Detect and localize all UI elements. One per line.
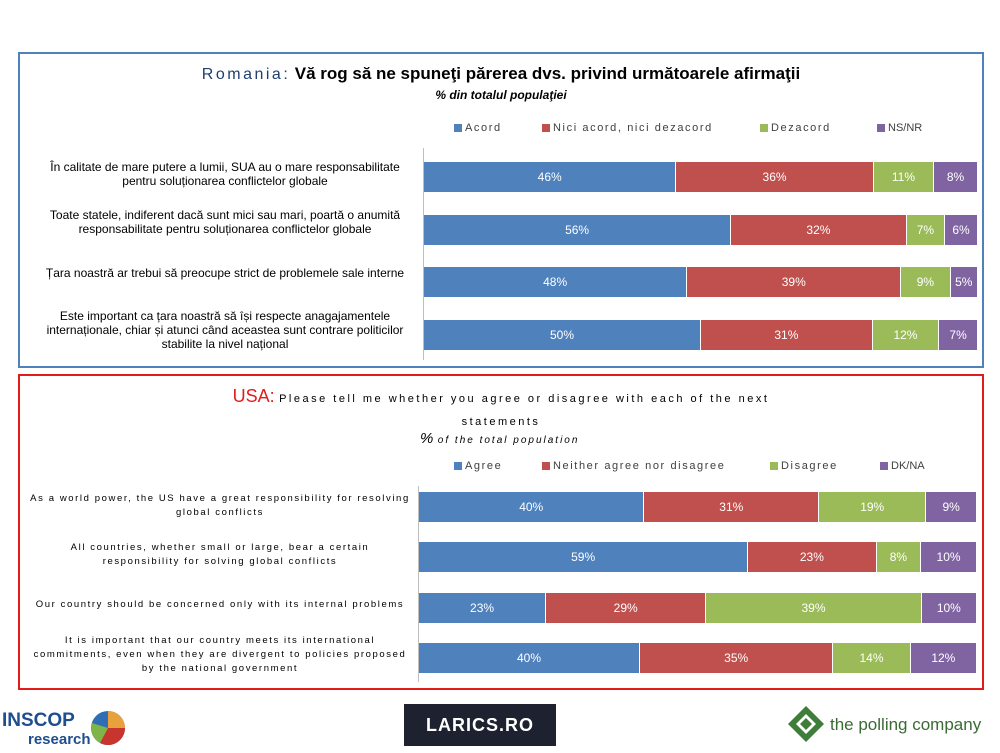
bar-segment-neutral: 31%: [644, 492, 820, 522]
bar-segment-disagree: 7%: [906, 215, 946, 245]
bar-segment-disagree: 11%: [873, 162, 935, 192]
legend-swatch: [770, 462, 778, 470]
stacked-bar-1: 59% 23% 8% 10%: [419, 542, 977, 572]
larics-logo: LARICS.RO: [404, 704, 556, 746]
legend-swatch: [760, 124, 768, 132]
footer-logos: INSCOP research LARICS.RO the polling co…: [0, 700, 1000, 750]
bar-segment-agree: 48%: [424, 267, 688, 297]
inscop-logo: INSCOP research: [0, 702, 130, 748]
stacked-bar-0: 46% 36% 11% 8%: [424, 162, 978, 192]
bar-segment-agree: 40%: [419, 643, 640, 673]
legend-item-0: Acord: [454, 122, 542, 134]
stacked-bar-3: 40% 35% 14% 12%: [419, 643, 977, 673]
romania-chart-title: Romania: Vă rog să ne spuneţi părerea dv…: [20, 64, 982, 84]
bar-segment-agree: 50%: [424, 320, 701, 350]
polling-logo-text: the polling company: [830, 715, 982, 734]
legend-label: Neither agree nor disagree: [553, 460, 726, 472]
category-label-0: As a world power, the US have a great re…: [30, 493, 410, 518]
legend-label: Disagree: [781, 460, 838, 472]
usa-chart-title: USA: Please tell me whether you agree or…: [20, 386, 982, 407]
legend-label: DK/NA: [891, 460, 925, 472]
stacked-bar-0: 40% 31% 19% 9%: [419, 492, 977, 522]
bar-segment-disagree: 39%: [706, 593, 922, 623]
bar-segment-dk: 7%: [939, 320, 978, 350]
bar-segment-disagree: 19%: [819, 492, 927, 522]
bar-segment-dk: 10%: [921, 542, 977, 572]
legend-label: Acord: [465, 122, 502, 134]
usa-legend: Agree Neither agree nor disagree Disagree D…: [454, 460, 950, 472]
inscop-logo-name: INSCOP: [2, 710, 75, 731]
category-label-1: Toate statele, indiferent dacă sunt mici…: [49, 208, 401, 236]
stacked-bar-3: 50% 31% 12% 7%: [424, 320, 978, 350]
polling-company-logo: the polling company: [786, 702, 996, 748]
bar-segment-neutral: 32%: [731, 215, 907, 245]
romania-legend: Acord Nici acord, nici dezacord Dezacord NS…: [454, 122, 947, 134]
legend-item-2: Disagree: [770, 460, 880, 472]
category-label-0: În calitate de mare putere a lumii, SUA …: [50, 160, 400, 188]
stacked-bar-2: 23% 29% 39% 10%: [419, 593, 977, 623]
bar-segment-agree: 40%: [419, 492, 645, 522]
legend-item-3: NS/NR: [877, 122, 947, 134]
legend-swatch: [454, 124, 462, 132]
bar-segment-disagree: 12%: [872, 320, 940, 350]
legend-item-2: Dezacord: [760, 122, 877, 134]
bar-segment-dk: 12%: [910, 643, 977, 673]
romania-y-axis: [423, 148, 424, 360]
bar-segment-dk: 8%: [934, 162, 978, 192]
usa-question-line2: statements: [461, 416, 541, 428]
bar-segment-dk: 10%: [921, 593, 977, 623]
legend-label: Dezacord: [771, 122, 831, 134]
stacked-bar-1: 56% 32% 7% 6%: [424, 215, 978, 245]
bar-segment-neutral: 36%: [676, 162, 874, 192]
bar-segment-agree: 46%: [424, 162, 677, 192]
usa-country-label: USA:: [232, 386, 275, 406]
legend-label: Agree: [465, 460, 503, 472]
usa-chart-panel: USA: Please tell me whether you agree or…: [18, 374, 984, 690]
bar-segment-disagree: 14%: [833, 643, 911, 673]
category-label-3: It is important that our country meets i…: [33, 635, 407, 674]
usa-subtitle-text: of the total population: [437, 435, 580, 446]
legend-item-0: Agree: [454, 460, 542, 472]
legend-swatch: [542, 124, 550, 132]
bar-segment-dk: 6%: [945, 215, 978, 245]
usa-subtitle-pct: %: [420, 430, 434, 447]
bar-segment-agree: 56%: [424, 215, 732, 245]
legend-item-1: Nici acord, nici dezacord: [542, 122, 760, 134]
legend-item-1: Neither agree nor disagree: [542, 460, 770, 472]
category-label-2: Țara noastră ar trebui să preocupe stric…: [45, 266, 405, 280]
bar-segment-dk: 5%: [950, 267, 978, 297]
stacked-bar-2: 48% 39% 9% 5%: [424, 267, 978, 297]
bar-segment-neutral: 31%: [701, 320, 873, 350]
category-label-3: Este important ca țara noastră să își re…: [46, 309, 404, 351]
bar-segment-disagree: 9%: [901, 267, 951, 297]
legend-label: Nici acord, nici dezacord: [553, 122, 713, 134]
usa-subtitle: % of the total population: [420, 430, 579, 448]
legend-swatch: [542, 462, 550, 470]
usa-question-line1: Please tell me whether you agree or disa…: [279, 393, 770, 405]
romania-subtitle: % din totalul populaţiei: [435, 88, 567, 102]
category-label-2: Our country should be concerned only wit…: [35, 599, 405, 610]
bar-segment-neutral: 35%: [639, 643, 834, 673]
bar-segment-agree: 23%: [419, 593, 547, 623]
bar-segment-dk: 9%: [926, 492, 977, 522]
category-label-1: All countries, whether small or large, b…: [70, 542, 370, 567]
romania-chart-panel: Romania: Vă rog să ne spuneţi părerea dv…: [18, 52, 984, 368]
legend-swatch: [880, 462, 888, 470]
romania-question: Vă rog să ne spuneţi părerea dvs. privin…: [294, 64, 801, 83]
bar-segment-neutral: 39%: [687, 267, 902, 297]
bar-segment-agree: 59%: [419, 542, 749, 572]
legend-item-3: DK/NA: [880, 460, 950, 472]
legend-swatch: [454, 462, 462, 470]
romania-country-label: Romania:: [201, 66, 291, 83]
bar-segment-disagree: 8%: [876, 542, 922, 572]
legend-swatch: [877, 124, 885, 132]
bar-segment-neutral: 29%: [546, 593, 707, 623]
inscop-logo-subtext: research: [28, 731, 91, 748]
legend-label: NS/NR: [888, 122, 923, 134]
usa-y-axis: [418, 486, 419, 682]
bar-segment-neutral: 23%: [748, 542, 877, 572]
